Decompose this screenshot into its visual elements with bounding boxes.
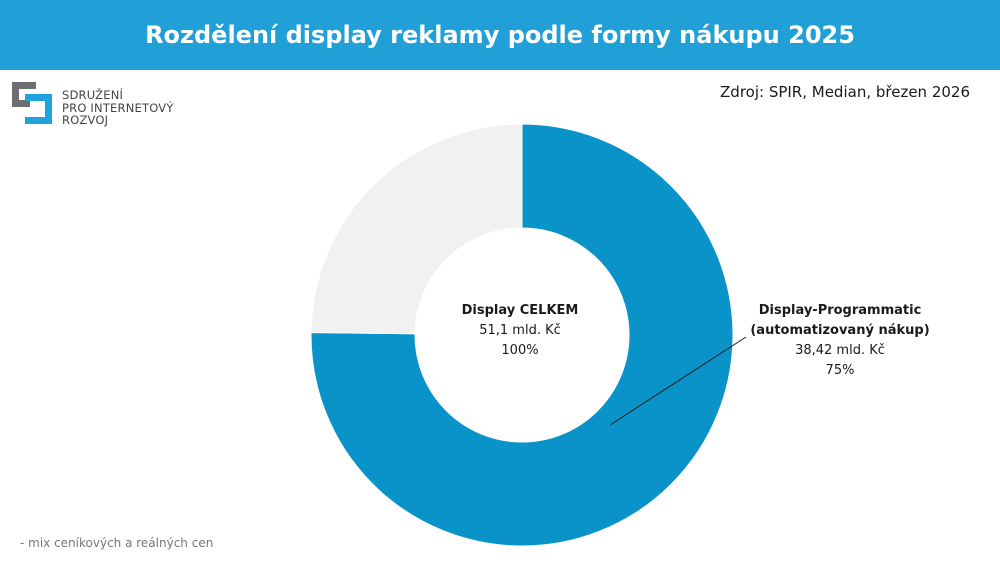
footnote: - mix ceníkových a reálných cen <box>20 536 214 550</box>
logo-text-line: ROZVOJ <box>62 113 109 127</box>
slice-label-value: 38,42 mld. Kč <box>795 343 885 358</box>
logo-text-line: PRO INTERNETOVÝ <box>62 100 174 115</box>
slice-label-name-sub: (automatizovaný nákup) <box>750 323 930 338</box>
slice-label-percent: 75% <box>825 363 855 378</box>
spir-logo: SDRUŽENÍ PRO INTERNETOVÝ ROZVOJ <box>10 80 210 128</box>
donut-slice-other <box>310 123 523 335</box>
header-bar: Rozdělení display reklamy podle formy ná… <box>0 0 1000 70</box>
source-note: Zdroj: SPIR, Median, březen 2026 <box>720 83 970 101</box>
center-title: Display CELKEM <box>461 303 579 318</box>
donut-slice-programmatic <box>310 123 734 547</box>
spir-logo-mark <box>12 82 52 124</box>
center-percent: 100% <box>501 343 539 358</box>
slice-label-name: Display-Programmatic <box>758 303 922 318</box>
slice-label-programmatic: Display-Programmatic (automatizovaný nák… <box>735 301 945 381</box>
leader-line <box>610 336 747 426</box>
donut-center-label: Display CELKEM 51,1 mld. Kč 100% <box>405 301 635 361</box>
logo-text-line: SDRUŽENÍ <box>62 88 124 102</box>
logo-text: SDRUŽENÍ PRO INTERNETOVÝ ROZVOJ <box>62 89 174 127</box>
center-value: 51,1 mld. Kč <box>479 323 561 338</box>
page-title: Rozdělení display reklamy podle formy ná… <box>145 21 855 49</box>
